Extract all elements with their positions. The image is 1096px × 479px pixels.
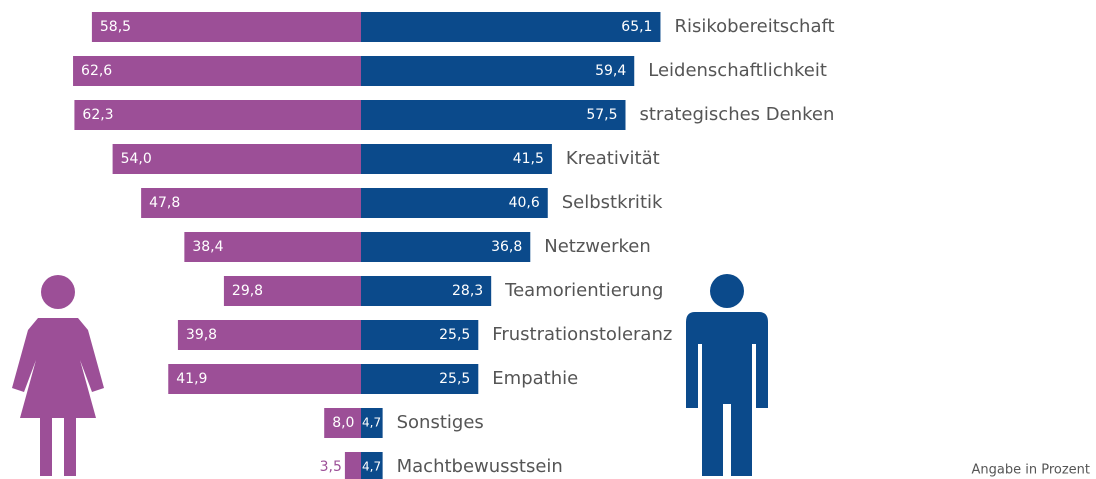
value-label: 41,5 [513, 151, 544, 167]
bar-women [141, 188, 361, 218]
category-label: Sonstiges [397, 412, 484, 433]
bar-men [361, 188, 548, 218]
bar-women [223, 276, 361, 306]
category-label: Selbstkritik [562, 192, 663, 213]
category-label: Frustrationstoleranz [492, 324, 672, 345]
value-label: 3,5 [320, 459, 342, 475]
value-label: 39,8 [186, 327, 217, 343]
woman-icon [12, 275, 104, 476]
category-label: Leidenschaftlichkeit [648, 60, 827, 81]
value-label: 28,3 [452, 283, 483, 299]
category-label: Kreativität [566, 148, 660, 169]
category-label: Netzwerken [544, 236, 651, 257]
value-label: 62,3 [82, 107, 113, 123]
note: Angabe in Prozent [972, 463, 1091, 478]
bar-men [361, 232, 531, 262]
bar-men [361, 320, 479, 350]
value-label: 57,5 [586, 107, 617, 123]
bar-women [324, 408, 361, 438]
value-label: 59,4 [595, 63, 626, 79]
value-label: 4,7 [362, 416, 381, 430]
bar-men [361, 56, 635, 86]
value-label: 47,8 [149, 195, 180, 211]
category-label: strategisches Denken [640, 104, 835, 125]
bar-men [361, 100, 626, 130]
bar-men [361, 364, 479, 394]
bar-men [361, 276, 492, 306]
value-label: 62,6 [81, 63, 112, 79]
value-label: 41,9 [176, 371, 207, 387]
bar-women [112, 144, 361, 174]
bar-women [91, 12, 362, 42]
bar-women [73, 56, 361, 86]
bar-women [344, 452, 361, 479]
value-label: 65,1 [621, 19, 652, 35]
man-icon [686, 274, 768, 476]
bar-women [168, 364, 361, 394]
category-label: Risikobereitschaft [674, 16, 834, 37]
category-label: Machtbewusstsein [397, 456, 563, 477]
bar-women [184, 232, 361, 262]
category-label: Empathie [492, 368, 578, 389]
value-label: 36,8 [491, 239, 522, 255]
bar-women [74, 100, 362, 130]
value-label: 58,5 [100, 19, 131, 35]
value-label: 38,4 [192, 239, 223, 255]
value-label: 40,6 [509, 195, 540, 211]
value-label: 29,8 [232, 283, 263, 299]
value-label: 25,5 [439, 327, 470, 343]
bar-men [361, 144, 552, 174]
bar-men [361, 408, 383, 438]
category-label: Teamorientierung [504, 280, 663, 301]
value-label: 54,0 [121, 151, 152, 167]
value-label: 8,0 [332, 415, 354, 431]
value-label: 4,7 [362, 460, 381, 474]
bar-women [177, 320, 361, 350]
value-label: 25,5 [439, 371, 470, 387]
bar-men [361, 12, 661, 42]
bar-men [361, 452, 383, 479]
